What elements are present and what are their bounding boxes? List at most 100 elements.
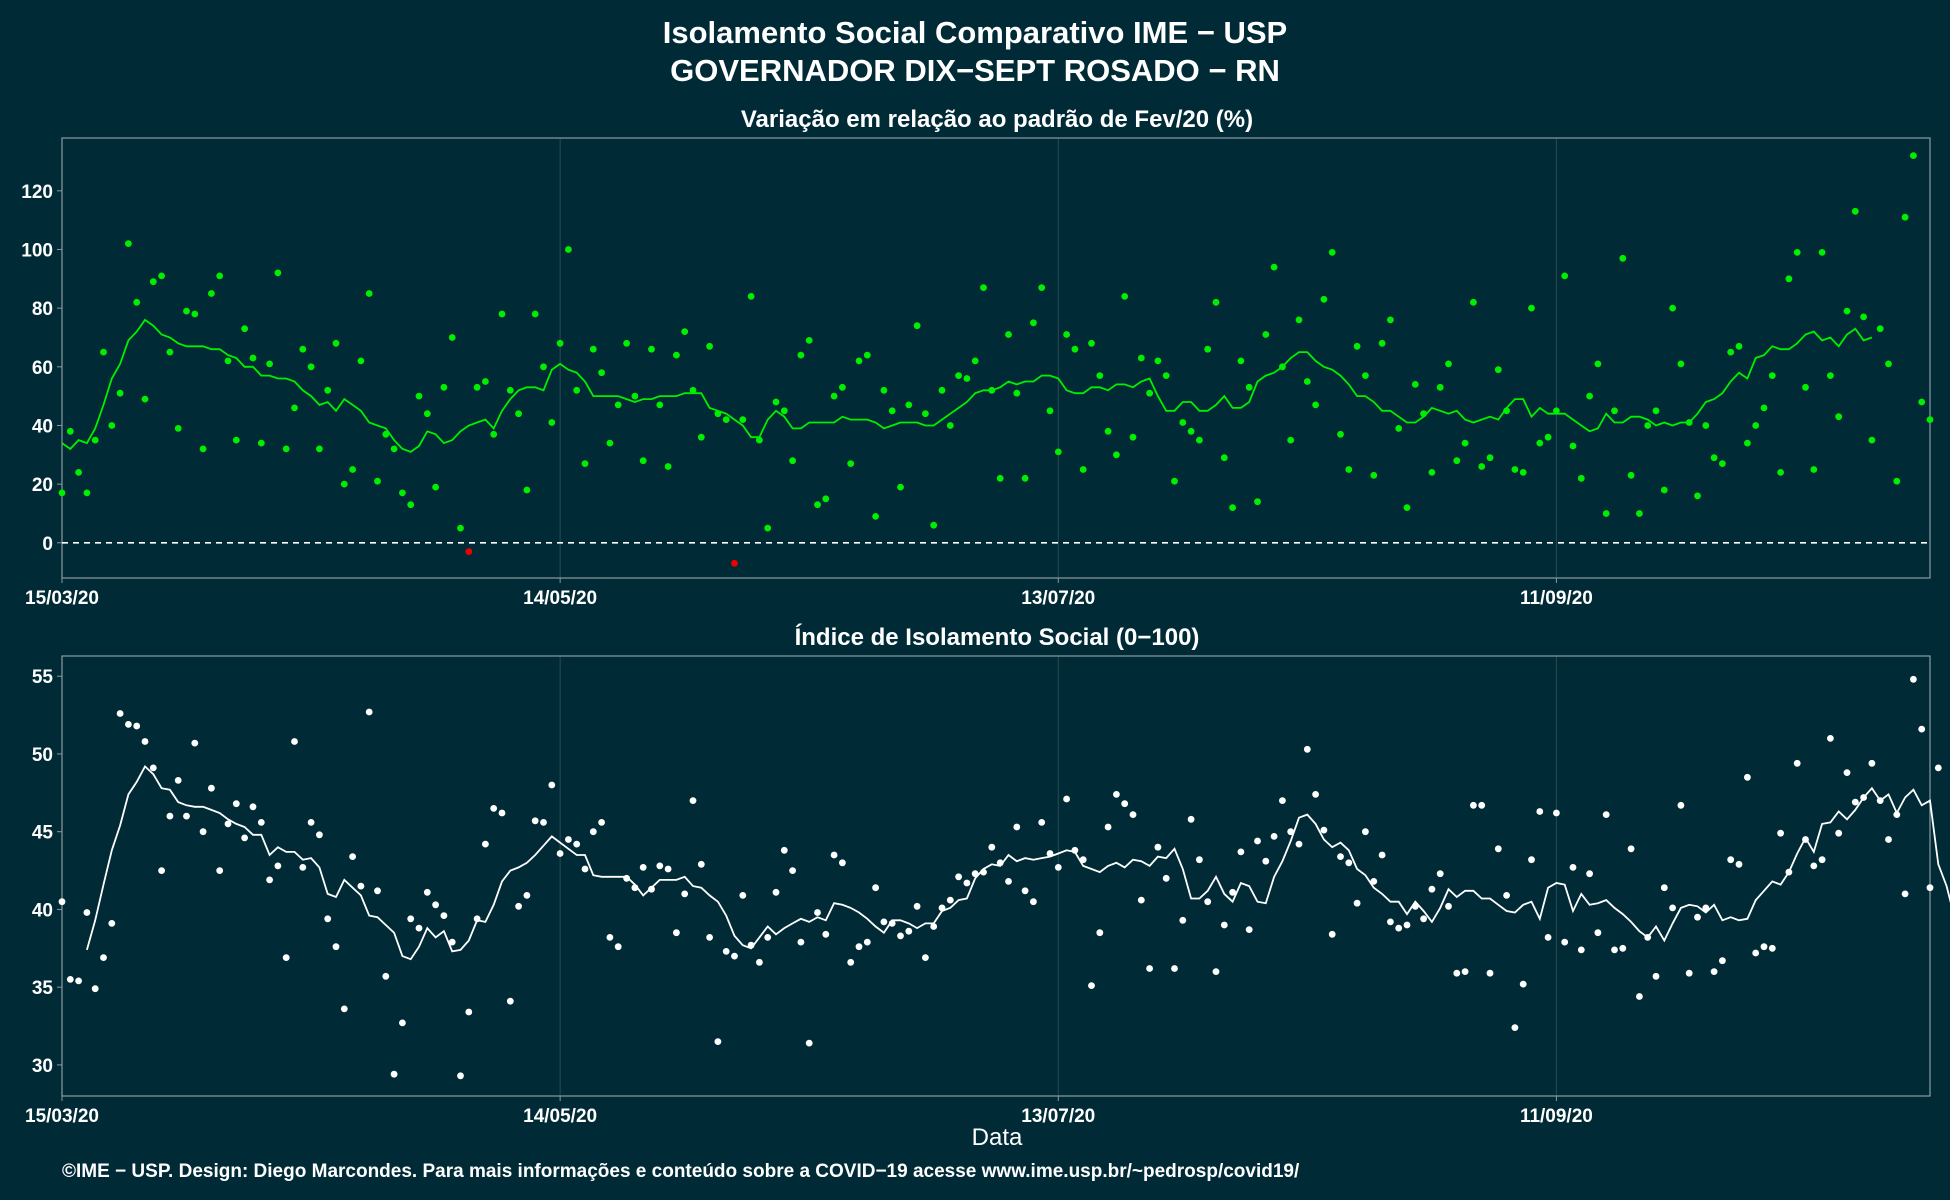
data-point <box>1146 389 1153 397</box>
data-point <box>1046 407 1054 415</box>
data-point <box>1577 946 1585 954</box>
data-point <box>1262 331 1270 338</box>
data-point <box>307 363 315 371</box>
data-point <box>141 395 149 403</box>
data-point <box>1835 829 1843 837</box>
data-point <box>548 781 556 789</box>
data-point <box>1636 510 1643 517</box>
data-point <box>1561 938 1569 946</box>
data-point <box>681 328 689 335</box>
data-point <box>1162 874 1170 882</box>
data-point <box>1279 363 1286 371</box>
data-point <box>598 369 605 377</box>
data-point <box>1660 486 1668 494</box>
data-point <box>573 840 581 848</box>
data-point <box>257 819 265 826</box>
x-axis-label: Data <box>972 1124 1023 1151</box>
data-point <box>1345 466 1353 473</box>
data-point <box>1827 735 1834 742</box>
data-point <box>1636 993 1643 1000</box>
data-point <box>1362 372 1369 379</box>
data-point <box>722 948 730 955</box>
data-point <box>232 800 240 808</box>
data-point <box>1387 918 1394 926</box>
data-point <box>681 890 689 898</box>
data-point <box>1428 469 1436 476</box>
data-point <box>1669 304 1676 312</box>
data-point <box>407 501 415 509</box>
data-point <box>1528 304 1535 312</box>
data-point <box>1088 339 1095 347</box>
data-point <box>274 269 282 277</box>
data-point <box>1586 870 1593 878</box>
data-point <box>1254 837 1261 845</box>
data-point <box>830 392 838 400</box>
data-point <box>307 819 315 826</box>
data-point <box>1021 474 1029 482</box>
y-tick-label: 45 <box>32 823 54 844</box>
data-point <box>623 874 630 882</box>
data-point <box>565 836 572 843</box>
data-point <box>780 407 788 415</box>
data-point <box>1046 850 1054 857</box>
data-point <box>805 1039 813 1047</box>
data-point <box>598 819 605 826</box>
data-point <box>432 483 439 491</box>
data-point <box>1694 492 1701 500</box>
data-point <box>241 834 249 842</box>
data-point <box>548 419 556 426</box>
data-point <box>249 803 257 811</box>
data-point <box>1876 797 1884 804</box>
data-point <box>1245 383 1253 391</box>
data-point <box>174 425 182 432</box>
data-point <box>1619 254 1627 262</box>
data-point <box>1768 372 1776 379</box>
data-point <box>124 240 132 248</box>
data-point <box>1179 916 1187 924</box>
data-point <box>581 865 589 873</box>
data-point <box>382 430 390 438</box>
data-point <box>1627 471 1635 479</box>
data-point <box>1295 840 1303 848</box>
data-point <box>722 416 730 423</box>
data-point <box>349 466 356 473</box>
data-point <box>980 284 987 291</box>
data-point <box>216 867 224 874</box>
data-point <box>1411 381 1419 388</box>
data-point <box>1378 339 1386 347</box>
data-point <box>938 386 946 394</box>
data-point <box>83 489 91 497</box>
data-point <box>631 392 639 400</box>
data-point <box>1544 934 1552 941</box>
data-point <box>1328 930 1336 938</box>
x-tick-label: 14/05/20 <box>523 1106 597 1127</box>
data-point <box>739 416 747 423</box>
data-point <box>1760 943 1768 951</box>
data-point <box>174 777 182 784</box>
data-point <box>1328 249 1336 256</box>
data-point <box>1096 372 1104 379</box>
data-point <box>465 548 473 555</box>
data-point <box>747 293 755 300</box>
x-tick-label: 15/03/20 <box>25 1106 99 1127</box>
data-point <box>1478 463 1486 470</box>
data-point <box>457 1072 464 1080</box>
data-point <box>1619 944 1627 952</box>
data-point <box>124 721 132 728</box>
data-point <box>689 386 697 394</box>
data-point <box>955 873 962 881</box>
data-point <box>166 348 174 356</box>
moving-average-line <box>61 318 1873 453</box>
data-point <box>1154 357 1162 365</box>
data-point <box>1428 885 1436 893</box>
y-tick-label: 0 <box>42 534 53 555</box>
data-point <box>623 339 630 347</box>
data-point <box>963 879 971 887</box>
data-point <box>1744 773 1751 781</box>
data-point <box>1303 378 1311 385</box>
data-point <box>158 272 166 280</box>
data-point <box>1104 427 1112 435</box>
data-point <box>1453 457 1461 465</box>
data-point <box>1810 862 1818 870</box>
